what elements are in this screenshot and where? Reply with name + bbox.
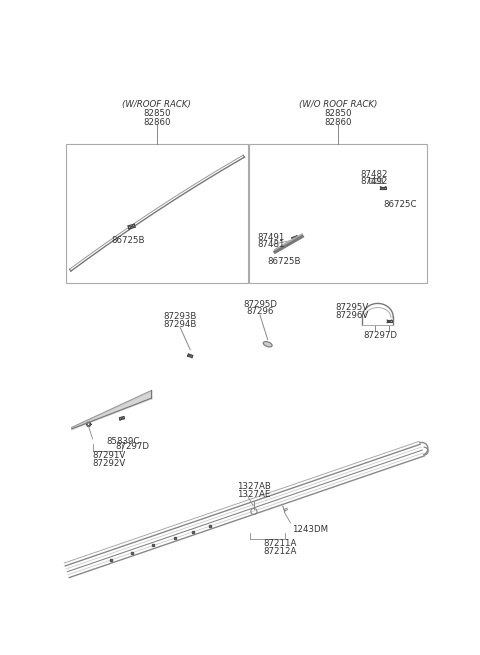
Text: 86725B: 86725B	[111, 236, 144, 245]
Text: 87482: 87482	[360, 170, 387, 179]
Text: 87211A: 87211A	[264, 539, 297, 548]
Text: 87291V: 87291V	[93, 451, 126, 460]
Text: 85839C: 85839C	[107, 438, 140, 447]
Text: 87492: 87492	[360, 177, 387, 185]
Text: 87295D: 87295D	[243, 299, 277, 309]
Text: 1327AE: 1327AE	[237, 490, 270, 499]
Text: 86725B: 86725B	[268, 257, 301, 266]
Text: 82850: 82850	[143, 109, 170, 119]
Text: 82860: 82860	[143, 118, 170, 127]
Text: 82850: 82850	[324, 109, 351, 119]
Text: (W/ROOF RACK): (W/ROOF RACK)	[122, 100, 192, 109]
Text: 1243DM: 1243DM	[292, 525, 328, 534]
Text: (W/O ROOF RACK): (W/O ROOF RACK)	[299, 100, 377, 109]
Text: 87491: 87491	[258, 233, 285, 242]
Bar	[369, 178, 382, 183]
Text: 87297D: 87297D	[363, 331, 397, 340]
Text: 82860: 82860	[324, 118, 351, 127]
Bar	[66, 144, 248, 283]
Ellipse shape	[263, 341, 272, 347]
Text: 87296: 87296	[246, 307, 274, 316]
Text: 87295V: 87295V	[335, 303, 368, 312]
Text: 87296V: 87296V	[335, 311, 368, 320]
Text: 87292V: 87292V	[93, 459, 126, 468]
Text: 87297D: 87297D	[116, 442, 150, 451]
Text: 87481: 87481	[258, 240, 285, 250]
Bar	[249, 144, 427, 283]
Text: 86725C: 86725C	[383, 200, 417, 209]
Text: 87293B: 87293B	[163, 312, 197, 321]
Text: 87294B: 87294B	[163, 320, 197, 329]
Text: 87212A: 87212A	[264, 547, 297, 556]
Text: 1327AB: 1327AB	[237, 483, 271, 491]
